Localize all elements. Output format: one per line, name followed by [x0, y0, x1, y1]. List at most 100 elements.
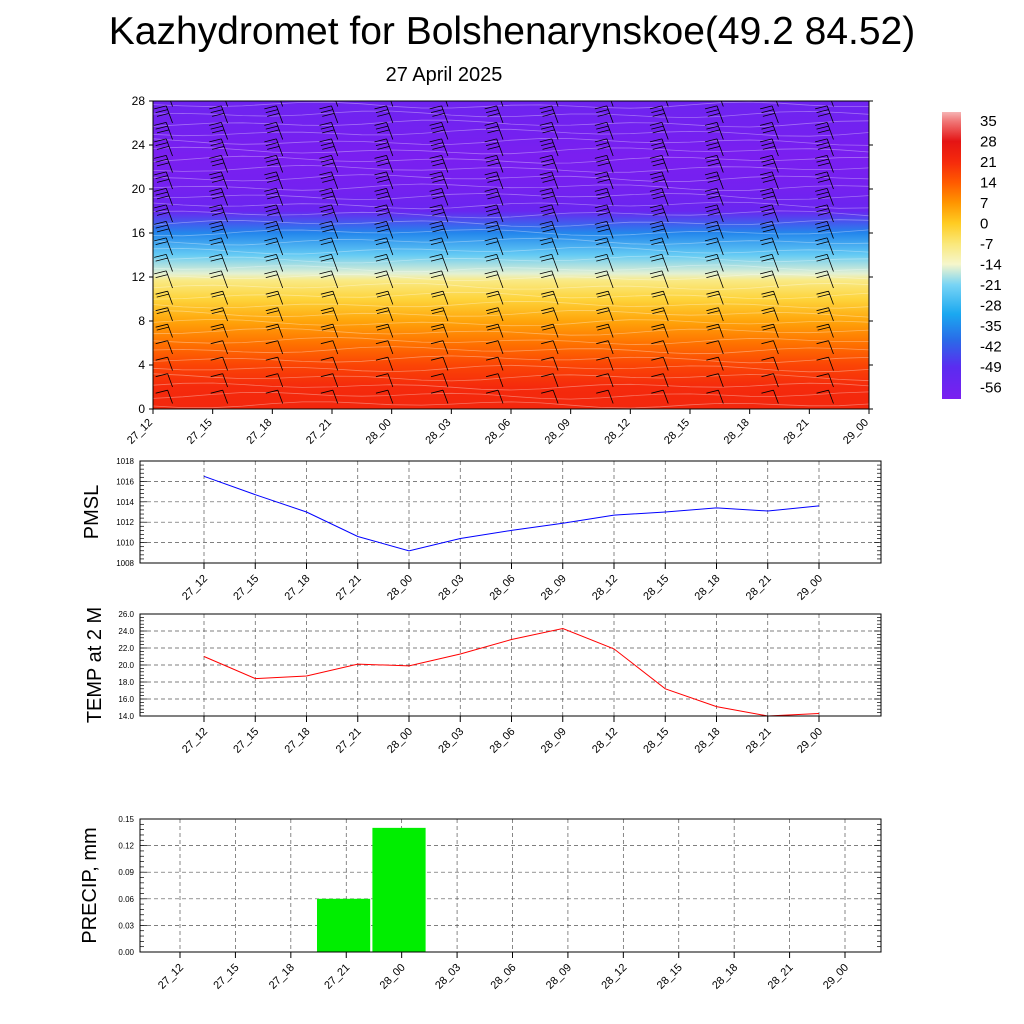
wind-barb: [387, 307, 394, 322]
x-tick-label: 28_15: [655, 962, 685, 992]
wind-barb: [277, 390, 284, 404]
wind-barb: [496, 171, 504, 190]
wind-barb: [332, 357, 339, 371]
wind-barb: [276, 254, 284, 272]
wind-barb: [277, 307, 284, 322]
y-tick-label: 20.0: [118, 661, 134, 670]
wind-barb: [442, 291, 449, 305]
wind-barb: [551, 155, 559, 173]
wind-barb: [331, 237, 339, 256]
x-tick-label: 29_00: [795, 573, 825, 603]
x-tick-label: 28_18: [710, 962, 740, 992]
wind-barb: [386, 221, 394, 239]
wind-barb: [220, 204, 228, 223]
wind-barb: [716, 254, 724, 272]
wind-barb: [441, 105, 449, 124]
x-tick-label: 27_15: [231, 726, 261, 756]
wind-barb: [552, 357, 559, 371]
x-tick-label: 28_21: [744, 573, 774, 603]
wind-barb: [165, 122, 173, 140]
y-tick-label: 0.06: [118, 895, 134, 904]
wind-barb: [442, 373, 449, 388]
wind-barb: [661, 188, 669, 206]
heatmap-field: [153, 101, 869, 409]
wind-barb: [165, 237, 173, 256]
wind-barb: [387, 291, 394, 305]
wind-barb: [826, 155, 834, 173]
wind-barb: [497, 390, 504, 404]
x-tick-label: 27_21: [334, 573, 364, 603]
wind-barb: [387, 340, 394, 355]
y-tick-label: 1018: [116, 457, 134, 466]
x-tick-label: 28_09: [544, 962, 574, 992]
wind-barb: [771, 155, 779, 173]
wind-barb: [826, 105, 834, 124]
y-tick-label: 1014: [116, 498, 134, 507]
x-tick-label: 28_06: [488, 573, 518, 603]
wind-barb: [220, 171, 228, 190]
y-tick-label: 26.0: [118, 610, 134, 619]
x-tick-label: 29_00: [795, 726, 825, 756]
wind-barb: [167, 373, 173, 388]
wind-barb: [222, 324, 228, 338]
wind-barb: [607, 307, 614, 322]
colorbar-label: -35: [980, 318, 1002, 335]
wind-barb: [167, 357, 173, 371]
y-tick-label: 24: [132, 138, 146, 152]
wind-barb: [332, 390, 339, 404]
wind-barb: [665, 101, 669, 107]
wind-barb: [280, 101, 284, 107]
wind-barb: [828, 357, 834, 371]
wind-barb: [661, 105, 669, 124]
x-tick-label: 27_12: [180, 573, 210, 603]
y-tick-label: 1010: [116, 539, 134, 548]
y-tick-label: 28: [132, 94, 146, 108]
x-tick-label: 28_09: [539, 573, 569, 603]
wind-barb: [552, 390, 559, 404]
cross-section-panel: 0 4 8 12 16 20 24 28 27_12 27_15 27_18 27_21 28_00 28…: [125, 94, 873, 447]
wind-barb: [606, 204, 614, 223]
wind-barb: [716, 237, 724, 256]
y-tick-label: 16: [132, 226, 146, 240]
wind-barb: [826, 204, 834, 223]
wind-barb: [661, 122, 669, 140]
wind-barb: [441, 204, 449, 223]
wind-barb: [276, 188, 284, 206]
wind-barb: [332, 324, 339, 338]
x-tick-label: 28_00: [378, 962, 408, 992]
wind-barb: [332, 340, 339, 355]
wind-barb: [277, 357, 284, 371]
wind-barb: [331, 221, 339, 239]
y-tick-label: 0.12: [118, 842, 134, 851]
wind-barb: [716, 204, 724, 223]
wind-barb: [771, 254, 779, 272]
wind-barb: [496, 221, 504, 239]
wind-barb: [390, 101, 394, 107]
wind-barb: [497, 373, 504, 388]
wind-barb: [718, 324, 724, 338]
wind-barb: [826, 171, 834, 190]
wind-barb: [277, 324, 284, 338]
wind-barb: [496, 254, 504, 272]
y-tick-label: 24.0: [118, 627, 134, 636]
wind-barb: [662, 373, 669, 388]
wind-barb: [773, 340, 779, 355]
wind-barb: [720, 101, 724, 107]
wind-barb: [165, 221, 173, 239]
x-tick-label: 27_21: [322, 962, 352, 992]
wind-barb: [606, 105, 614, 124]
x-tick-label: 27_12: [156, 962, 186, 992]
wind-barb: [551, 138, 559, 157]
wind-barb: [771, 105, 779, 124]
grid-lines: [140, 461, 881, 563]
wind-barb: [718, 307, 724, 322]
y-tick-label: 1008: [116, 559, 134, 568]
wind-barb: [441, 237, 449, 256]
wind-barb: [773, 373, 779, 388]
x-tick-label: 27_21: [304, 417, 334, 447]
wind-barb: [716, 188, 724, 206]
x-tick-label: 29_00: [841, 417, 871, 447]
wind-barb: [331, 270, 339, 289]
x-tick-label: 27_12: [125, 417, 155, 447]
x-tick-label: 28_15: [662, 417, 692, 447]
